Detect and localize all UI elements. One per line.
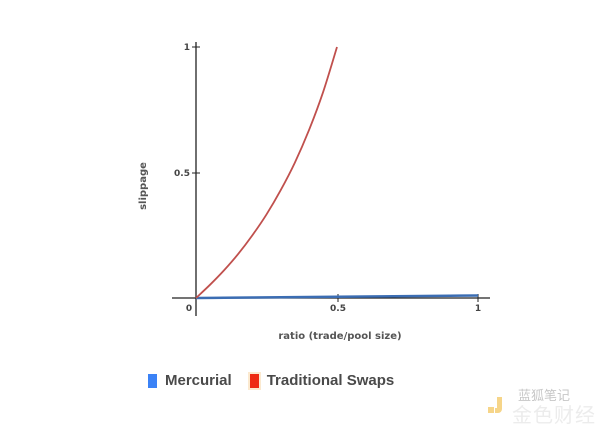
legend-label: Mercurial [165, 372, 232, 389]
watermark-top-text: 蓝狐笔记 [518, 389, 571, 404]
watermark-logo-icon [488, 397, 502, 413]
series-line-mercurial [195, 294, 479, 300]
legend-item-mercurial: Mercurial [148, 372, 232, 389]
x-tick-label: 0.5 [330, 304, 346, 314]
legend: Mercurial Traditional Swaps [148, 372, 394, 389]
x-tick-label: 0 [186, 304, 192, 314]
x-tick-label: 1 [475, 304, 481, 314]
series-line-traditional-swaps [195, 46, 338, 299]
watermark-bottom-text: 金色财经 [512, 403, 596, 427]
y-tick-label: 0.5 [174, 169, 190, 179]
legend-swatch-icon [148, 373, 157, 388]
legend-label: Traditional Swaps [266, 372, 395, 389]
legend-swatch-icon [249, 373, 259, 388]
watermark: 蓝狐笔记 金色财经 [488, 385, 598, 427]
legend-item-traditional-swaps: Traditional Swaps [249, 372, 395, 389]
x-axis-title: ratio (trade/pool size) [278, 331, 401, 342]
y-tick-label: 1 [184, 43, 190, 53]
y-axis-title: slippage [138, 162, 149, 210]
slippage-chart: 1 0.5 0 0.5 1 ratio (trade/pool size) sl… [138, 42, 490, 342]
series-layer [195, 46, 479, 300]
